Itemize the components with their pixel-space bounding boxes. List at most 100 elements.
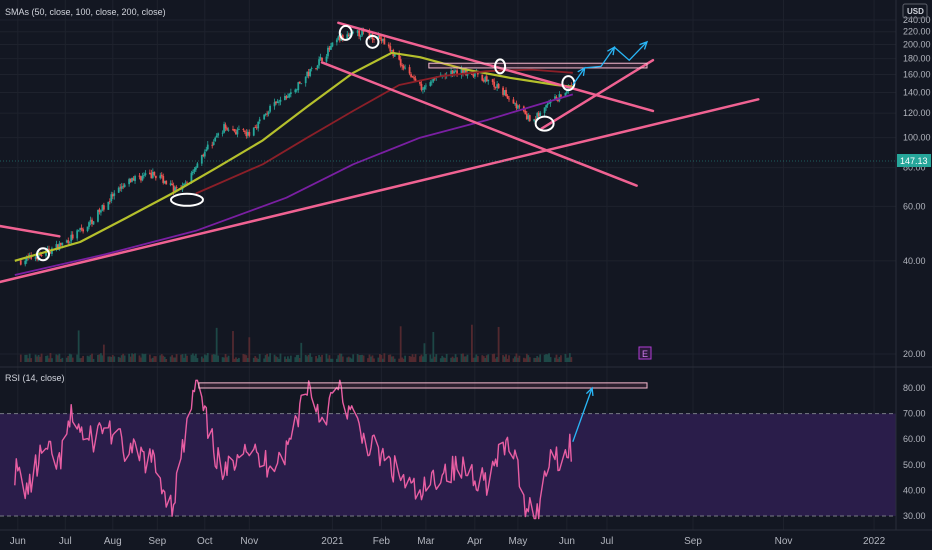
volume-bar — [429, 354, 432, 362]
time-tick-label: Jun — [559, 536, 575, 547]
volume-bar — [321, 354, 323, 362]
volume-bar — [349, 357, 352, 362]
candle-body — [257, 121, 260, 129]
highlight-circle[interactable] — [365, 34, 380, 49]
volume-bar — [246, 358, 249, 362]
rsi-legend[interactable]: RSI (14, close) — [5, 373, 65, 383]
candle-body — [534, 119, 537, 121]
volume-bar — [46, 355, 49, 362]
volume-bar — [165, 358, 168, 362]
volume-bar — [203, 354, 206, 362]
trendline[interactable] — [0, 98, 760, 284]
volume-bar — [151, 357, 154, 362]
volume-bar — [307, 354, 310, 362]
candle-body — [194, 167, 197, 170]
candle-body — [211, 144, 214, 146]
volume-bars — [19, 324, 573, 362]
volume-bar — [481, 355, 484, 362]
highlight-circle[interactable] — [494, 58, 507, 75]
volume-bar — [65, 357, 68, 362]
time-axis[interactable]: Jun Jul Aug Sep Oct Nov 2021 Feb Mar Apr May Jun Jul… — [0, 529, 932, 547]
volume-bar — [539, 354, 542, 362]
volume-bar — [245, 355, 248, 362]
volume-bar — [347, 356, 350, 362]
volume-bar — [163, 356, 166, 362]
time-tick-label: Jul — [601, 536, 614, 547]
volume-bar — [560, 355, 562, 362]
volume-bar — [174, 357, 177, 362]
candle-body — [496, 84, 499, 88]
volume-bar — [471, 324, 473, 362]
volume-bar — [502, 355, 504, 362]
time-tick-label: Apr — [467, 536, 483, 547]
volume-bar — [493, 353, 496, 362]
volume-bar — [196, 358, 199, 362]
trendline[interactable] — [320, 61, 638, 187]
candle-body — [309, 68, 312, 76]
volume-bar — [132, 354, 135, 362]
rsi-tick-label: 80.00 — [903, 383, 926, 393]
volume-bar — [92, 358, 95, 362]
volume-bar — [328, 355, 331, 362]
candle-body — [59, 242, 62, 246]
volume-bar — [387, 354, 390, 362]
currency-badge[interactable]: USD — [902, 3, 928, 19]
volume-bar — [76, 354, 79, 362]
candle-body — [306, 71, 309, 77]
price-tick-label: 200.00 — [903, 40, 931, 50]
volume-bar — [71, 357, 74, 362]
candle-body — [335, 39, 338, 43]
volume-bar — [279, 353, 282, 362]
volume-bar — [380, 354, 383, 362]
candle-body — [117, 187, 120, 193]
volume-bar — [319, 356, 322, 362]
earnings-badge[interactable]: E — [638, 346, 652, 360]
trendline[interactable] — [0, 224, 61, 238]
sma-legend[interactable]: SMAs (50, close, 100, close, 200, close) — [5, 7, 166, 17]
volume-bar — [111, 355, 114, 362]
projection-arrow[interactable] — [572, 41, 648, 86]
volume-bar — [402, 358, 405, 362]
candle-body — [380, 38, 383, 41]
candle-body — [430, 81, 433, 83]
price-tick-label: 220.00 — [903, 27, 931, 37]
volume-bar — [496, 357, 499, 362]
volume-bar — [462, 353, 464, 362]
volume-bar — [40, 353, 43, 362]
highlight-circle[interactable] — [36, 247, 51, 262]
rsi-projection-arrow[interactable] — [572, 387, 593, 442]
candle-body — [284, 95, 286, 101]
candle-body — [267, 112, 270, 115]
candle-body — [100, 210, 102, 213]
rsi-projection-arrowhead — [585, 386, 594, 397]
volume-bar — [309, 353, 312, 362]
resistance-zone[interactable] — [428, 62, 648, 69]
candle-body — [132, 178, 135, 181]
volume-bar — [120, 355, 123, 362]
volume-bar — [48, 358, 50, 362]
candle-body — [111, 194, 114, 197]
candle-body — [254, 126, 257, 128]
highlight-circle[interactable] — [338, 24, 353, 41]
volume-bar — [512, 358, 515, 362]
highlight-circle[interactable] — [534, 115, 555, 132]
candle-body — [494, 86, 497, 88]
candle-body — [258, 119, 261, 122]
volume-bar — [211, 354, 214, 362]
volume-bar — [278, 358, 280, 362]
rsi-resistance-zone[interactable] — [198, 382, 648, 389]
candle-body — [307, 71, 310, 76]
rsi-axis[interactable]: 80.00 70.00 60.00 50.00 40.00 30.00 — [903, 383, 926, 521]
volume-bar — [359, 355, 362, 362]
candle-body — [129, 178, 132, 183]
drawings[interactable] — [0, 21, 760, 284]
volume-bar — [233, 358, 236, 362]
volume-bar — [193, 355, 196, 362]
candle-body — [565, 91, 568, 94]
volume-bar — [300, 342, 303, 362]
price-axis[interactable]: 240.00 220.00 200.00 180.00 160.00 140.00 120.… — [895, 0, 931, 530]
highlight-circle[interactable] — [169, 192, 204, 207]
trendline[interactable] — [540, 58, 655, 130]
candle-body — [19, 260, 22, 265]
